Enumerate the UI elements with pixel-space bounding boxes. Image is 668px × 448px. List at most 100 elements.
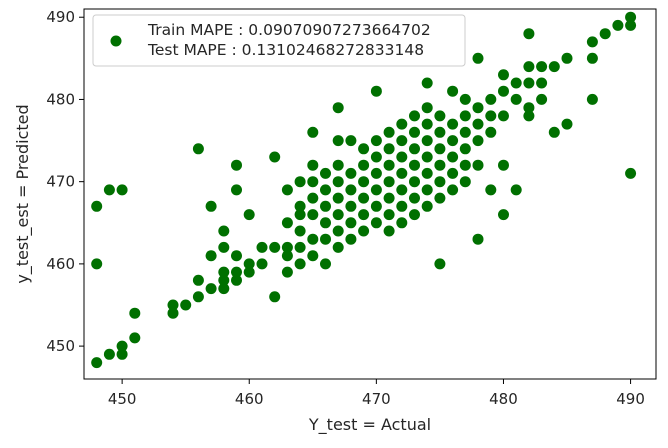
data-point	[345, 233, 357, 245]
data-point	[231, 274, 242, 286]
data-point	[307, 176, 319, 188]
data-point	[332, 209, 344, 221]
data-point	[307, 250, 319, 262]
data-point	[434, 143, 446, 155]
data-point	[320, 233, 331, 245]
data-point	[434, 258, 446, 270]
data-point	[434, 176, 446, 188]
data-points	[91, 11, 637, 369]
data-point	[523, 28, 535, 40]
legend: Train MAPE : 0.09070907273664702 Test MA…	[92, 14, 466, 67]
data-point	[345, 135, 357, 147]
data-point	[472, 233, 484, 245]
data-point	[447, 151, 459, 163]
data-point	[231, 266, 242, 278]
data-point	[345, 200, 357, 212]
data-point	[459, 126, 471, 138]
data-point	[103, 348, 115, 360]
data-point	[103, 184, 115, 196]
data-point	[485, 93, 497, 105]
legend-marker	[110, 35, 122, 47]
data-point	[358, 192, 370, 204]
data-point	[421, 118, 433, 130]
data-point	[523, 102, 535, 114]
data-point	[218, 225, 230, 237]
y-axis-title: y_test_est = Predicted	[13, 104, 33, 283]
data-point	[358, 176, 370, 188]
data-point	[472, 118, 484, 130]
data-point	[332, 192, 344, 204]
data-point	[472, 102, 484, 114]
data-point	[459, 93, 471, 105]
data-point	[231, 184, 242, 196]
x-tick-label: 480	[489, 390, 518, 408]
data-point	[294, 225, 306, 237]
data-point	[409, 209, 420, 221]
data-point	[129, 332, 141, 344]
data-point	[472, 159, 484, 171]
data-point	[561, 52, 573, 64]
data-point	[612, 19, 624, 31]
data-point	[294, 209, 306, 221]
data-point	[447, 85, 459, 97]
data-point	[396, 167, 408, 179]
data-point	[129, 307, 141, 319]
data-point	[421, 200, 433, 212]
data-point	[383, 192, 395, 204]
data-point	[498, 85, 509, 97]
data-point	[167, 307, 179, 319]
data-point	[447, 118, 459, 130]
data-point	[332, 102, 344, 114]
data-point	[256, 241, 268, 253]
data-point	[421, 167, 433, 179]
data-point	[396, 118, 408, 130]
data-point	[180, 299, 192, 311]
data-point	[320, 184, 331, 196]
data-point	[307, 126, 319, 138]
data-point	[485, 184, 497, 196]
data-point	[586, 52, 598, 64]
data-point	[396, 217, 408, 229]
data-point	[383, 126, 395, 138]
data-point	[625, 167, 637, 179]
data-point	[548, 61, 560, 73]
data-point	[510, 184, 522, 196]
plot-frame	[83, 8, 657, 380]
data-point	[485, 126, 497, 138]
data-point	[256, 258, 268, 270]
data-point	[294, 200, 306, 212]
data-point	[205, 283, 217, 295]
data-point	[345, 217, 357, 229]
data-point	[447, 184, 459, 196]
data-point	[447, 167, 459, 179]
x-axis-title: Y_test = Actual	[308, 415, 431, 435]
data-point	[434, 159, 446, 171]
data-point	[536, 77, 548, 89]
data-point	[281, 266, 293, 278]
data-point	[561, 118, 573, 130]
data-point	[332, 159, 344, 171]
data-point	[243, 266, 255, 278]
data-point	[523, 77, 535, 89]
data-point	[498, 209, 509, 221]
data-point	[116, 340, 128, 352]
data-point	[625, 19, 637, 31]
data-point	[523, 110, 535, 122]
data-point	[523, 61, 535, 73]
data-point	[421, 151, 433, 163]
data-point	[332, 135, 344, 147]
data-point	[510, 93, 522, 105]
x-tick-label: 450	[108, 390, 137, 408]
data-point	[409, 192, 420, 204]
data-point	[625, 11, 637, 23]
y-tick-label: 470	[46, 173, 75, 191]
data-point	[383, 143, 395, 155]
data-point	[294, 258, 306, 270]
data-point	[498, 69, 509, 81]
data-point	[510, 77, 522, 89]
data-point	[599, 28, 611, 40]
data-point	[383, 225, 395, 237]
data-point	[447, 135, 459, 147]
data-point	[472, 52, 484, 64]
data-point	[281, 250, 293, 262]
